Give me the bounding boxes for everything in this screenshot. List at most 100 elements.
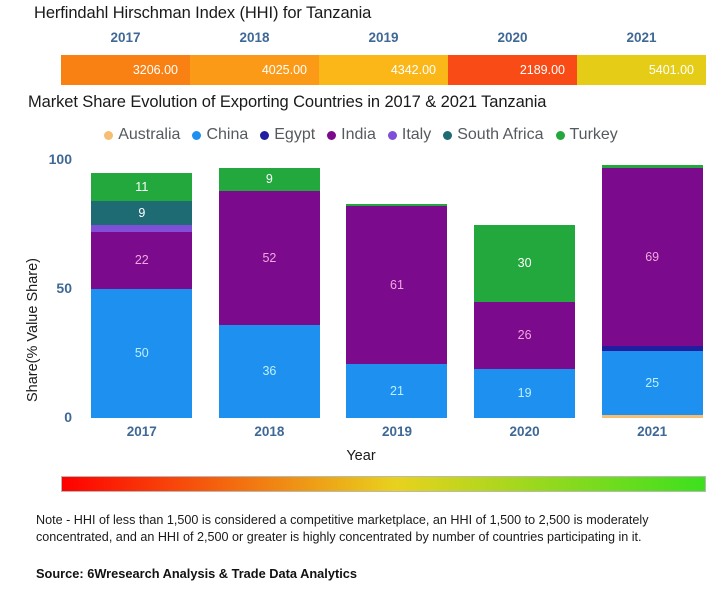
stacked-bar[interactable]: 19 26 30 [474,224,576,418]
bar-segment[interactable]: 36 [218,325,320,418]
bar-segment[interactable]: 25 [601,350,703,416]
bar-segment[interactable]: 69 [601,167,703,346]
bar-value-label: 61 [390,277,404,292]
hhi-value-label: 5401.00 [648,63,694,77]
hhi-value-cell: 4342.00 [319,55,448,85]
legend-item[interactable]: Australia [104,126,180,144]
bar-segment[interactable]: 50 [91,289,193,418]
legend-item[interactable]: Egypt [260,126,315,144]
bar-segment[interactable]: 9 [91,201,193,225]
y-axis-tick-label: 50 [56,280,72,296]
bar-segment[interactable]: 30 [474,224,576,302]
y-axis-ticks: 0 50 100 [28,151,72,425]
hhi-value-label: 2189.00 [519,63,565,77]
bar-segment[interactable]: 9 [218,167,320,191]
legend-label: Turkey [569,126,618,143]
stacked-bars: 50 22 9 11 36 52 9 21 61 19 26 30 25 69 [78,160,716,418]
legend-marker-icon [260,130,270,140]
hhi-year-label: 2020 [497,30,528,45]
bar-value-label: 52 [262,250,277,265]
x-axis-tick-label: 2019 [381,424,412,439]
stacked-bar[interactable]: 25 69 [601,165,703,418]
bar-value-label: 26 [517,328,532,343]
legend-item[interactable]: South Africa [443,126,544,144]
hhi-value-row: 3206.00 4025.00 4342.00 2189.00 5401.00 [61,55,706,85]
x-axis-tick-label: 2021 [637,424,668,439]
chart-plot-area: Share(% Value Share) 0 50 100 50 22 9 11 36 52 9… [0,151,722,444]
note-text: Note - HHI of less than 1,500 is conside… [36,513,649,545]
bar-column[interactable]: 21 61 [333,160,461,418]
bar-segment[interactable]: 19 [474,368,576,418]
bar-value-label: 50 [134,346,149,361]
legend-marker-icon [104,130,114,140]
legend-marker-icon [555,130,565,140]
bar-value-label: 22 [134,253,149,268]
bar-value-label: 36 [262,364,277,379]
bar-segment[interactable] [91,224,193,233]
bar-value-label: 21 [390,383,404,398]
hhi-year-row: 2017 2018 2019 2020 2021 [61,30,706,50]
bar-value-label: 30 [517,255,532,270]
legend-marker-icon [192,130,202,140]
legend-label: India [341,126,376,143]
bar-segment[interactable]: 22 [91,232,193,289]
bar-segment[interactable]: 11 [91,172,193,202]
bar-value-label: 9 [138,205,146,220]
legend-label: Italy [401,126,432,143]
legend-marker-icon [443,130,453,140]
x-axis-ticks: 2017 2018 2019 2020 2021 [78,424,716,444]
bar-column[interactable]: 25 69 [588,160,716,418]
hhi-title: Herfindahl Hirschman Index (HHI) for Tan… [34,4,372,22]
hhi-value-label: 3206.00 [132,63,178,77]
legend-label: Australia [118,126,181,143]
hhi-year-label: 2018 [239,30,270,45]
hhi-scale-gradient-bar [61,476,706,492]
hhi-year-label: 2019 [368,30,399,45]
hhi-value-label: 4342.00 [390,63,436,77]
bar-segment[interactable]: 52 [218,190,320,326]
bar-segment[interactable] [601,345,703,351]
bar-value-label: 11 [135,179,149,194]
bar-column[interactable]: 50 22 9 11 [78,160,206,418]
x-axis-tick-label: 2017 [126,424,157,439]
hhi-value-cell: 5401.00 [577,55,706,85]
legend-label: China [206,126,249,143]
hhi-year-label: 2021 [626,30,657,45]
source-text: Source: 6Wresearch Analysis & Trade Data… [36,566,358,581]
bar-column[interactable]: 19 26 30 [461,160,589,418]
bar-segment[interactable] [346,203,448,207]
chart-legend: Australia China Egypt India Italy South Afric… [0,126,722,144]
legend-item[interactable]: Turkey [555,126,618,144]
legend-label: South Africa [457,126,544,143]
bar-segment[interactable]: 26 [474,301,576,369]
legend-item[interactable]: India [327,126,376,144]
chart-title: Market Share Evolution of Exporting Coun… [28,93,547,111]
x-axis-tick-label: 2020 [509,424,540,439]
bar-value-label: 69 [645,249,660,264]
hhi-value-cell: 4025.00 [190,55,319,85]
stacked-bar[interactable]: 50 22 9 11 [91,172,193,418]
bar-value-label: 25 [645,375,660,390]
stacked-bar[interactable]: 36 52 9 [218,167,320,418]
y-axis-tick-label: 100 [48,151,72,167]
bar-value-label: 19 [517,386,532,401]
x-axis-title: Year [346,448,376,464]
legend-marker-icon [327,130,337,140]
bar-value-label: 9 [265,172,273,187]
x-axis-tick-label: 2018 [254,424,285,439]
bar-segment[interactable]: 61 [346,206,448,364]
y-axis-tick-label: 0 [64,409,72,425]
bar-column[interactable]: 36 52 9 [206,160,334,418]
hhi-value-cell: 2189.00 [448,55,577,85]
hhi-year-label: 2017 [110,30,141,45]
legend-item[interactable]: Italy [387,126,432,144]
hhi-value-label: 4025.00 [261,63,307,77]
bar-segment[interactable]: 21 [346,363,448,418]
legend-item[interactable]: China [192,126,248,144]
legend-label: Egypt [274,126,316,143]
stacked-bar[interactable]: 21 61 [346,203,448,418]
hhi-value-cell: 3206.00 [61,55,190,85]
bar-segment[interactable] [601,165,703,168]
legend-marker-icon [387,130,397,140]
bar-segment[interactable] [601,415,703,418]
